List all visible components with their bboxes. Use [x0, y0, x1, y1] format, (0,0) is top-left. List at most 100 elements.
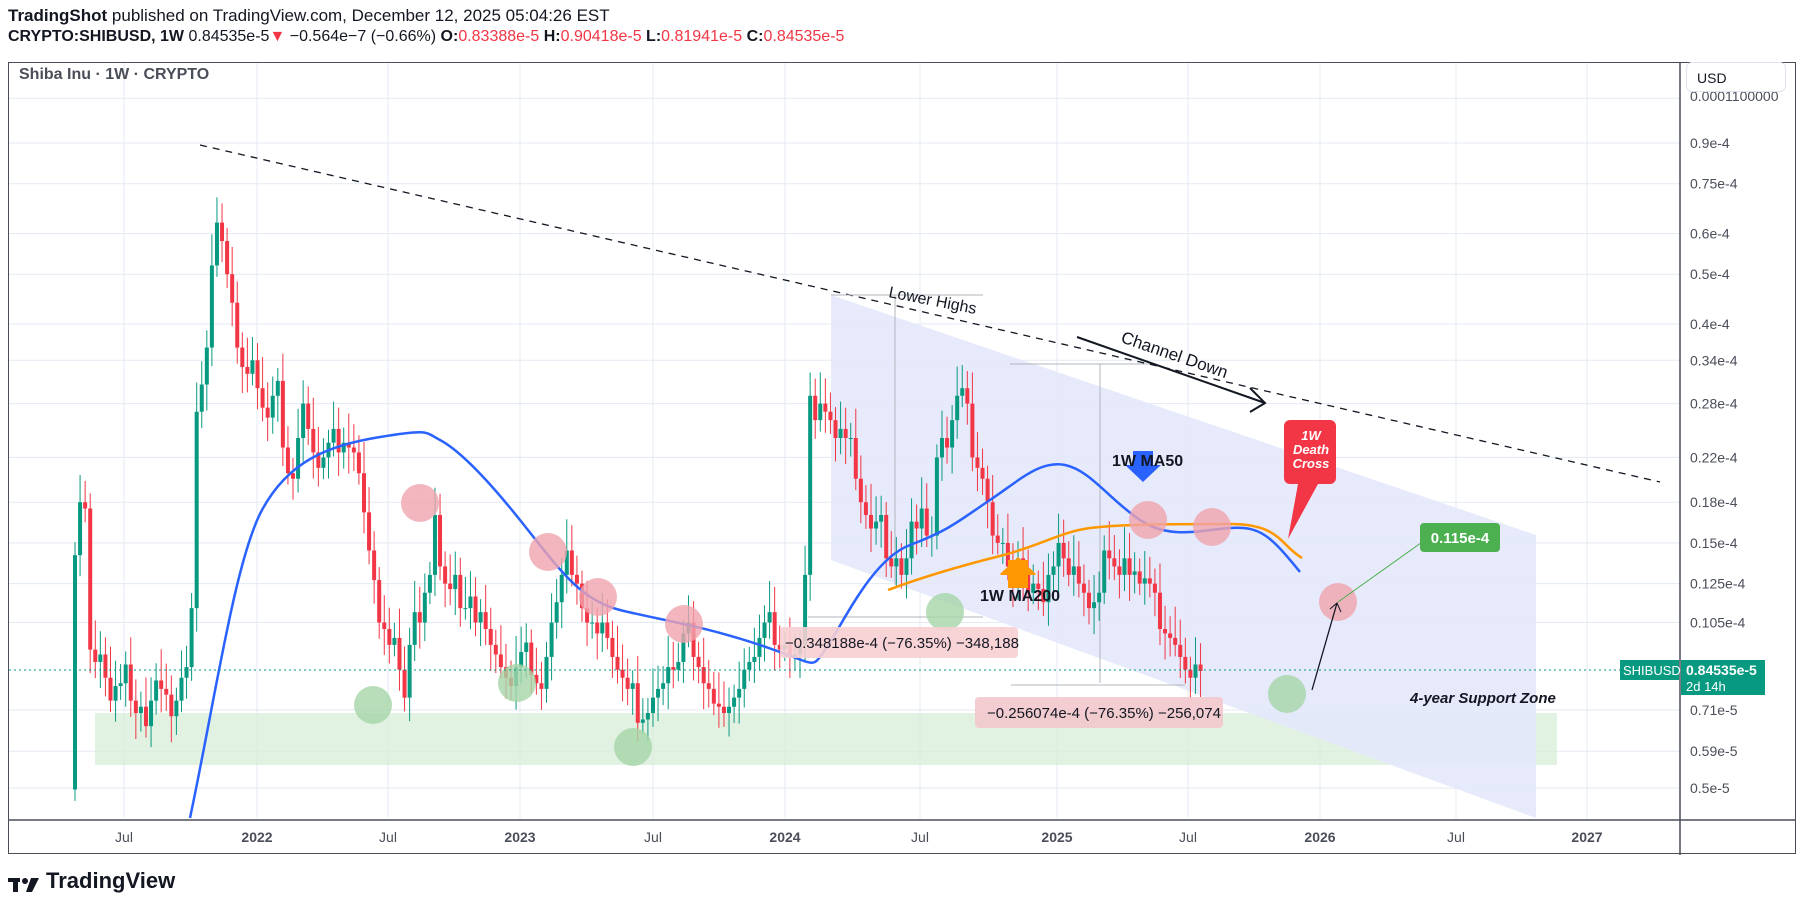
candle-body: [600, 622, 605, 634]
time-axis-tick: Jul: [115, 829, 133, 845]
candle-body: [412, 612, 417, 645]
price-axis-tick: 0.22e-4: [1690, 449, 1738, 465]
chart-frame: [8, 62, 1796, 854]
price-axis-tick: 0.34e-4: [1690, 352, 1738, 368]
candle-body: [250, 360, 255, 374]
candle-body: [1061, 542, 1066, 559]
candle-body: [803, 574, 808, 645]
candle-body: [666, 667, 671, 684]
candle-body: [676, 661, 681, 670]
candle-body: [777, 644, 782, 650]
candle-body: [296, 438, 301, 479]
candle-body: [574, 574, 579, 584]
candle-body: [924, 508, 929, 536]
close-label: C:: [746, 28, 764, 45]
death-cross-text: 1W: [1301, 428, 1322, 443]
candle-body: [1198, 664, 1203, 672]
candle-body: [1097, 592, 1102, 603]
candle-body: [453, 574, 458, 590]
candle-body: [377, 580, 382, 623]
candle-body: [361, 473, 366, 513]
candle-body: [747, 661, 752, 670]
candle-body: [1076, 566, 1081, 584]
candle-body: [169, 694, 174, 717]
projection-arrow: [1311, 602, 1338, 691]
candle-body: [757, 637, 762, 657]
candle-body: [285, 447, 290, 474]
candle-body: [128, 664, 133, 701]
candle-body: [559, 574, 564, 603]
resistance-trendline: [199, 144, 1661, 483]
candle-body: [149, 700, 154, 727]
low-label: L:: [646, 28, 662, 45]
time-axis-tick: 2027: [1571, 829, 1602, 845]
candle-body: [539, 683, 544, 689]
ma50-arrow-icon: [1125, 451, 1161, 482]
currency-button[interactable]: USD: [1686, 62, 1786, 92]
candle-body: [721, 706, 726, 714]
candle-body: [1036, 583, 1041, 590]
candle-body: [894, 558, 899, 567]
measure-text-1: −0.348188e-4 (−76.35%) −348,188: [785, 635, 1019, 652]
measure-badge-1: [780, 627, 1018, 658]
candle-body: [93, 649, 98, 662]
candle-body: [975, 457, 980, 468]
support-circle: [1268, 675, 1306, 713]
close-value: 0.84535e-5: [763, 28, 845, 45]
candle-body: [73, 555, 77, 790]
price-change: −0.564e−7 (−0.66%): [289, 28, 437, 45]
candle-body: [245, 366, 250, 374]
target-connector: [1337, 539, 1426, 603]
candle-body: [1122, 558, 1127, 575]
price-axis-tick: 0.15e-4: [1690, 535, 1738, 551]
candle-body: [863, 502, 868, 515]
candle-body: [1107, 550, 1112, 559]
candle-body: [1163, 629, 1168, 634]
target-price-text: 0.115e-4: [1431, 530, 1490, 547]
candle-body: [645, 713, 650, 720]
candle-body: [838, 428, 843, 439]
candle-body: [483, 612, 488, 630]
candle-body: [154, 680, 159, 701]
candle-body: [767, 612, 772, 623]
candle-body: [291, 473, 296, 479]
candle-body: [696, 656, 701, 668]
time-axis-tick: Jul: [644, 829, 662, 845]
candle-body: [848, 438, 853, 440]
candle-body: [103, 654, 108, 678]
open-value: 0.83388e-5: [458, 28, 540, 45]
time-axis-tick: Jul: [1447, 829, 1465, 845]
candle-body: [554, 602, 559, 623]
candle-body: [275, 380, 280, 396]
price-axis-tick: 0.0001100000: [1690, 88, 1779, 104]
tradingview-logo-icon: [8, 873, 40, 892]
author-name[interactable]: TradingShot: [8, 6, 108, 25]
candle-body: [590, 622, 595, 624]
candle-body: [640, 719, 645, 723]
candle-body: [1071, 566, 1076, 575]
candle-body: [468, 596, 473, 609]
candle-body: [752, 656, 757, 662]
candle-body: [346, 442, 351, 448]
candle-body: [1147, 578, 1152, 584]
price-axis-tick: 0.5e-4: [1690, 266, 1730, 282]
candle-body: [529, 642, 534, 676]
candle-body: [1193, 664, 1198, 678]
ma200-arrow-icon: [1000, 557, 1036, 588]
candle-body: [164, 688, 169, 695]
candle-body: [833, 420, 838, 439]
support-circle: [498, 664, 536, 702]
candle-body: [1168, 633, 1173, 638]
candle-body: [1087, 592, 1091, 609]
candle-body: [1026, 574, 1031, 593]
high-value: 0.90418e-5: [560, 28, 642, 45]
candle-body: [179, 677, 184, 701]
candle-body: [199, 384, 204, 412]
candle-body: [1188, 669, 1193, 678]
candle-body: [950, 420, 955, 448]
candle-body: [605, 622, 610, 638]
candle-body: [1173, 637, 1178, 645]
ma50-line: [188, 431, 1301, 818]
tradingview-logo[interactable]: TradingView: [8, 868, 175, 894]
